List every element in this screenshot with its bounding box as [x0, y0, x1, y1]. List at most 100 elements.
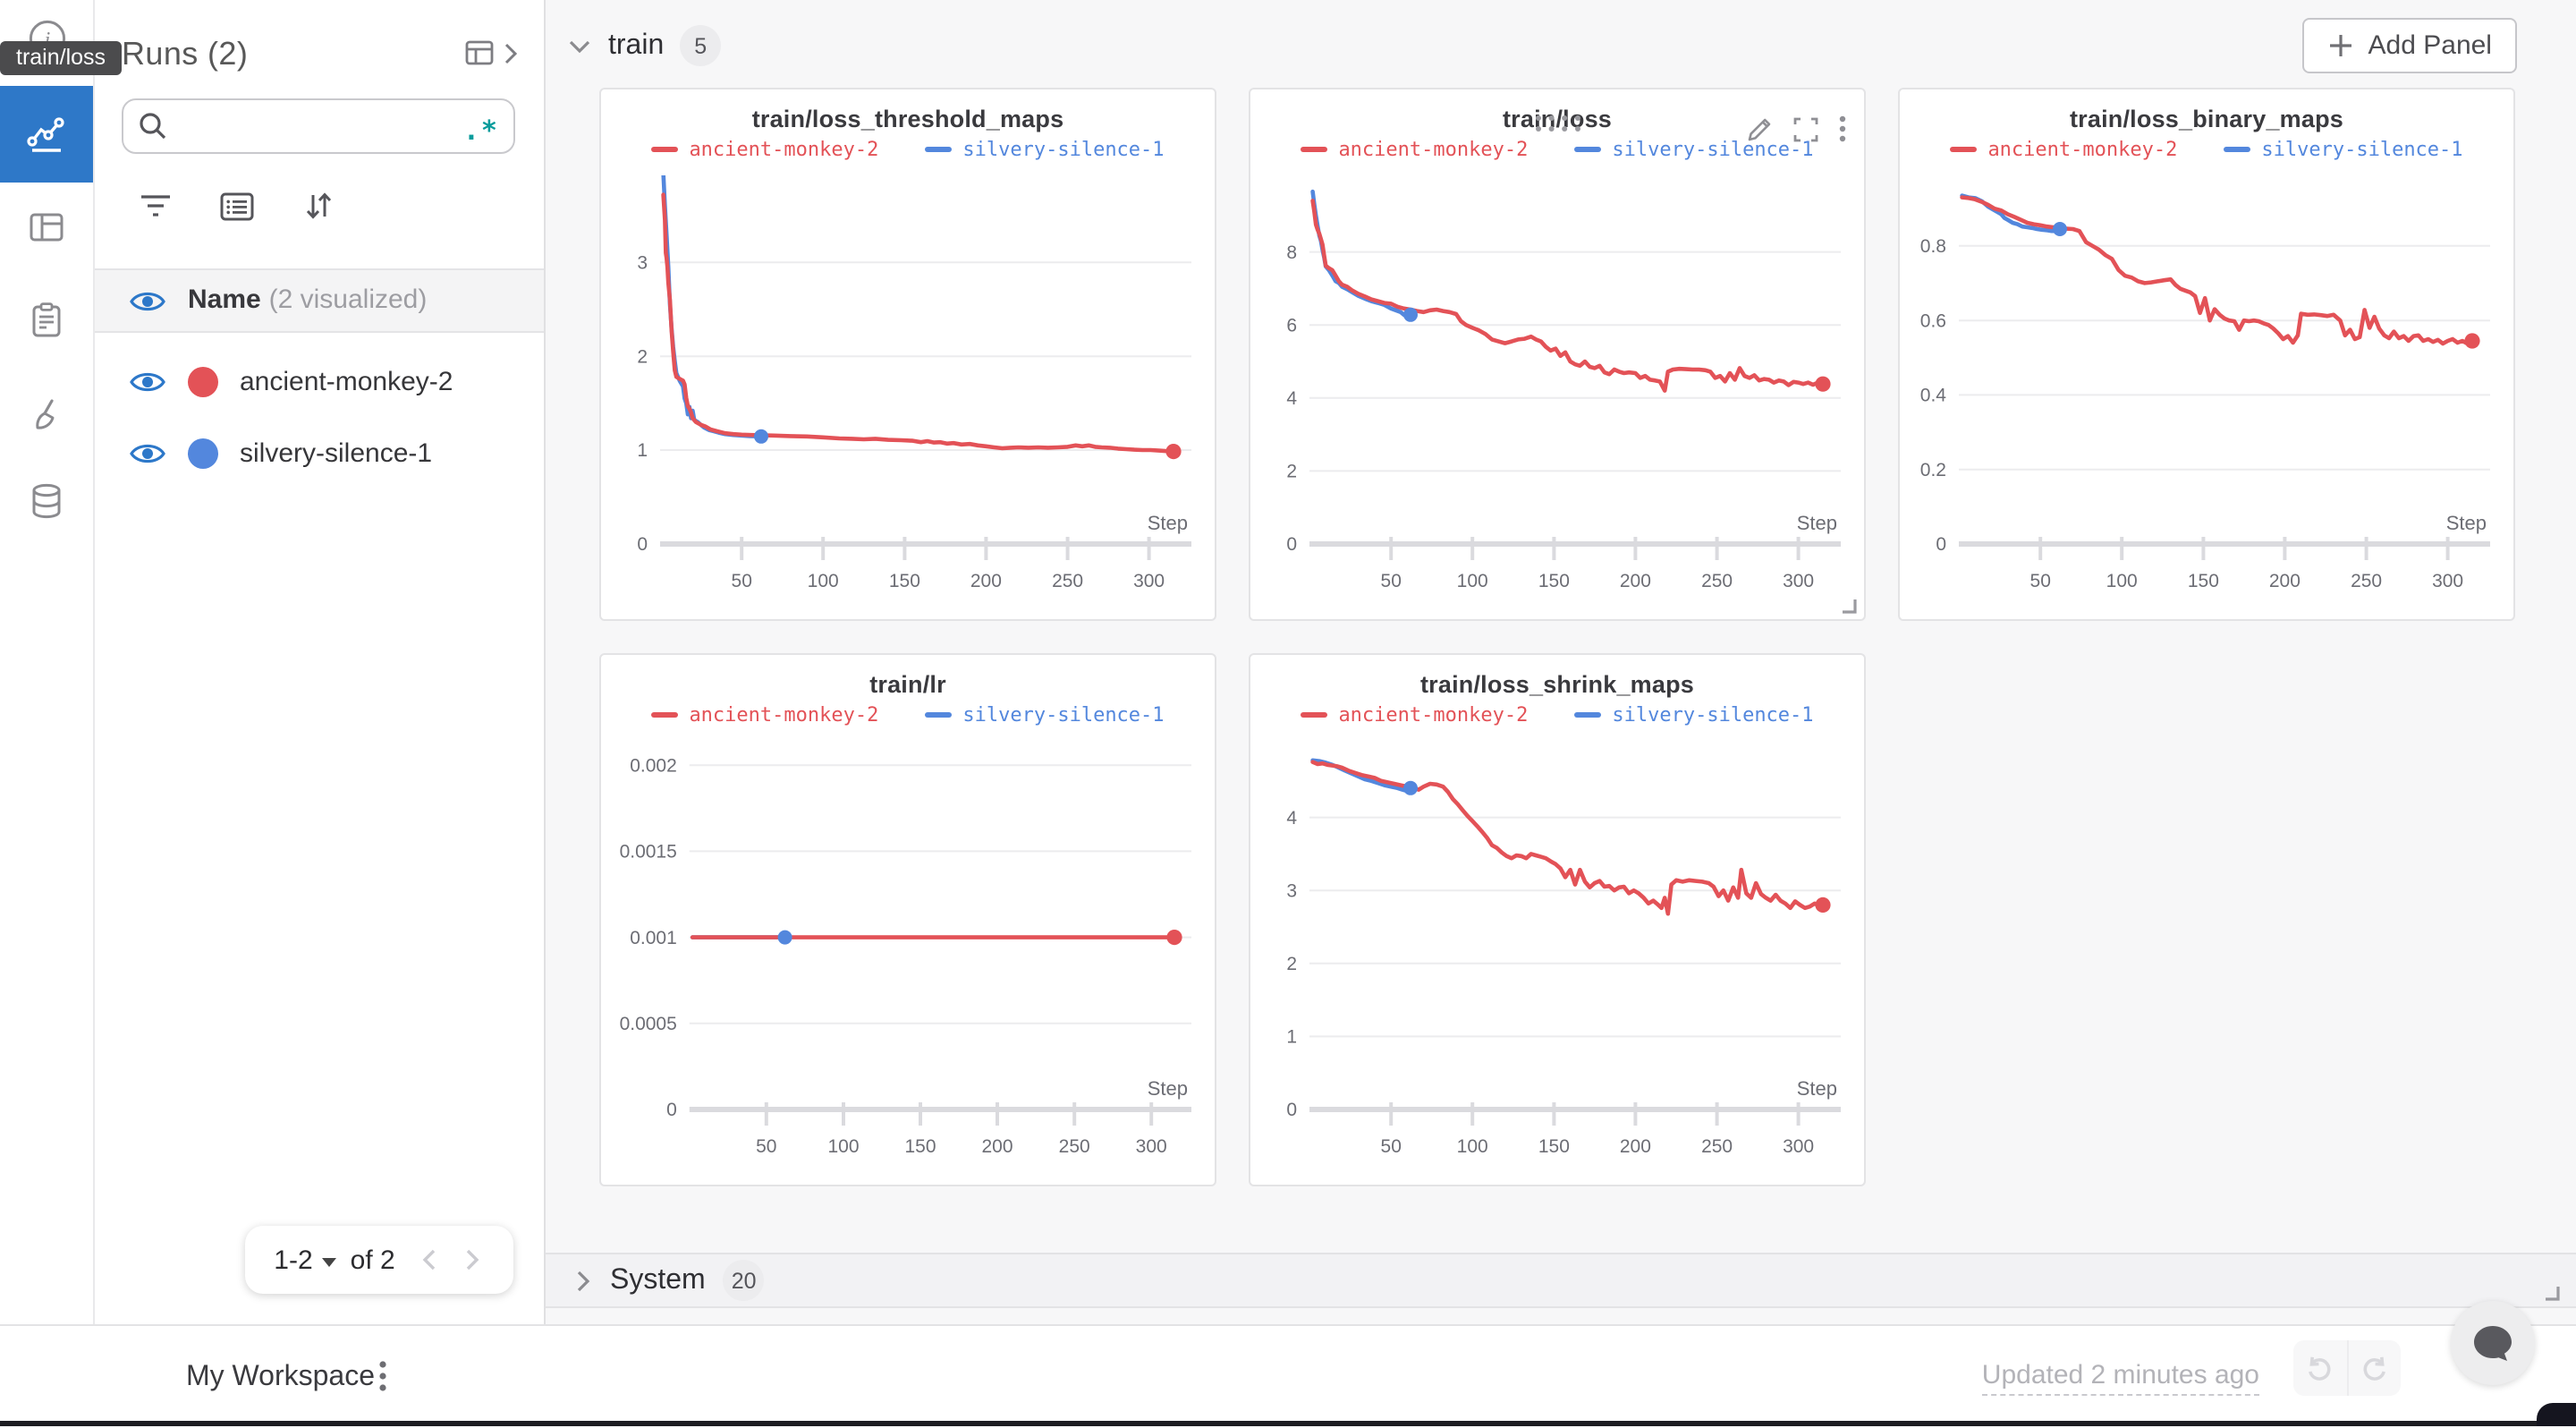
workspace-footer: My Workspace Updated 2 minutes ago	[0, 1324, 2576, 1428]
runs-header-sublabel: (2 visualized)	[268, 285, 428, 315]
svg-text:0: 0	[1286, 534, 1297, 555]
sidebar-item-sweeps[interactable]	[0, 394, 93, 437]
redo-icon	[2363, 1356, 2385, 1381]
sort-icon	[306, 192, 332, 219]
tooltip: train/loss	[0, 41, 123, 75]
run-color-dot	[188, 366, 218, 396]
line-chart[interactable]: 0 0.0005 0.001 0.0015 0.002 50 100 150 200 250 300…	[606, 741, 1209, 1177]
chevron-right-icon	[577, 1270, 590, 1291]
edit-panel-button[interactable]	[1746, 115, 1773, 142]
legend-run-name: ancient-monkey-2	[689, 138, 879, 161]
section-system-header[interactable]: System 20	[544, 1253, 2576, 1308]
eye-icon[interactable]	[129, 439, 166, 466]
list-icon	[220, 191, 254, 220]
legend-dash	[1301, 711, 1328, 718]
panel-menu-button[interactable]	[1839, 115, 1846, 143]
table-panel-icon	[30, 213, 64, 242]
panel-title: train/lr	[869, 671, 946, 698]
line-chart[interactable]: 0 0.2 0.4 0.6 0.8 50 100 150 200 250 300 Step	[1905, 175, 2508, 612]
svg-text:300: 300	[1136, 1136, 1167, 1157]
fullscreen-button[interactable]	[1792, 115, 1819, 142]
panel-train-lr: train/lr ancient-monkey-2 silvery-silenc…	[599, 653, 1216, 1186]
svg-text:250: 250	[1701, 1136, 1733, 1157]
svg-text:0.0005: 0.0005	[620, 1014, 677, 1034]
svg-text:Step: Step	[1797, 1077, 1837, 1100]
run-name[interactable]: ancient-monkey-2	[240, 366, 453, 396]
svg-text:2: 2	[1286, 462, 1297, 482]
pagination: 1-2 of 2	[245, 1226, 513, 1294]
undo-button[interactable]	[2293, 1340, 2348, 1396]
prev-page-button[interactable]	[417, 1245, 442, 1274]
svg-text:200: 200	[1620, 1136, 1651, 1157]
panel-train-loss-threshold-maps: train/loss_threshold_maps ancient-monkey…	[599, 88, 1216, 621]
regex-toggle[interactable]: .*	[462, 114, 499, 146]
svg-text:50: 50	[1381, 1136, 1402, 1157]
svg-text:1: 1	[1286, 1027, 1297, 1048]
pencil-icon	[1748, 117, 1771, 140]
svg-text:2: 2	[637, 346, 648, 367]
sidebar-item-workspace-charts[interactable]	[0, 86, 93, 183]
legend-dash	[651, 146, 679, 153]
sidebar-item-artifacts[interactable]	[0, 480, 93, 523]
expand-table-button[interactable]	[463, 36, 519, 72]
legend-dash	[925, 711, 953, 718]
redo-button[interactable]	[2348, 1340, 2401, 1396]
run-name[interactable]: silvery-silence-1	[240, 438, 433, 468]
svg-text:250: 250	[2351, 571, 2382, 591]
svg-text:150: 150	[1538, 571, 1570, 591]
sidebar-item-logs[interactable]	[0, 299, 93, 342]
filter-button[interactable]	[140, 191, 172, 220]
legend-dash	[651, 711, 679, 718]
panel-title: train/loss_binary_maps	[2069, 106, 2343, 132]
fullscreen-icon	[1793, 116, 1818, 141]
svg-text:8: 8	[1286, 242, 1297, 263]
legend-run-name: ancient-monkey-2	[1338, 138, 1529, 161]
history-buttons	[2293, 1340, 2401, 1396]
run-row[interactable]: ancient-monkey-2	[93, 345, 544, 417]
workspace-menu-button[interactable]	[370, 1351, 395, 1401]
svg-text:3: 3	[637, 252, 648, 273]
legend-run-name: ancient-monkey-2	[1338, 703, 1529, 727]
search-input[interactable]	[179, 111, 463, 141]
group-button[interactable]	[220, 191, 254, 221]
resize-handle-icon[interactable]	[2544, 1285, 2560, 1301]
runs-list-header[interactable]: Name (2 visualized)	[93, 268, 544, 333]
chart-legend: ancient-monkey-2 silvery-silence-1	[601, 703, 1215, 727]
next-page-button[interactable]	[460, 1245, 485, 1274]
line-chart[interactable]: 0 1 2 3 50 100 150 200 250 300 Step	[606, 175, 1209, 612]
svg-text:0.8: 0.8	[1920, 236, 1946, 257]
runs-header-label: Name	[188, 285, 261, 315]
svg-text:Step: Step	[1148, 512, 1188, 534]
section-count-badge: 5	[680, 25, 722, 66]
chat-button[interactable]	[2451, 1301, 2535, 1385]
chart-legend: ancient-monkey-2 silvery-silence-1	[1250, 138, 1864, 161]
line-chart[interactable]: 0 2 4 6 8 50 100 150 200 250 300 Step	[1256, 175, 1859, 612]
panel-title: train/loss_shrink_maps	[1419, 671, 1694, 698]
runs-toolbar	[140, 190, 335, 222]
page-range-dropdown[interactable]: 1-2	[274, 1245, 339, 1275]
legend-run-name: silvery-silence-1	[2261, 138, 2463, 161]
run-row[interactable]: silvery-silence-1	[93, 417, 544, 489]
runs-sidebar: Runs (2) .* Name (2 visualized)	[93, 0, 546, 1324]
svg-text:i: i	[44, 28, 50, 51]
svg-text:250: 250	[1701, 571, 1733, 591]
drag-handle-icon[interactable]	[1530, 113, 1584, 134]
add-panel-button[interactable]: Add Panel	[2301, 18, 2517, 73]
caret-down-icon	[321, 1257, 336, 1266]
resize-handle-icon[interactable]	[1841, 598, 1857, 614]
svg-text:200: 200	[2269, 571, 2301, 591]
svg-text:250: 250	[1052, 571, 1083, 591]
svg-text:0: 0	[1936, 534, 1946, 555]
svg-text:200: 200	[981, 1136, 1013, 1157]
clipboard-icon	[32, 302, 61, 337]
section-train-header[interactable]: train 5	[567, 25, 722, 66]
chart-legend: ancient-monkey-2 silvery-silence-1	[601, 138, 1215, 161]
eye-icon[interactable]	[129, 368, 166, 395]
line-chart[interactable]: 0 1 2 3 4 50 100 150 200 250 300 Step	[1256, 741, 1859, 1177]
sort-button[interactable]	[302, 190, 335, 222]
workspace-title[interactable]: My Workspace	[186, 1361, 376, 1391]
sidebar-item-runs-table[interactable]	[0, 208, 93, 247]
tooltip-text: train/loss	[16, 45, 106, 70]
eye-icon[interactable]	[129, 287, 166, 314]
